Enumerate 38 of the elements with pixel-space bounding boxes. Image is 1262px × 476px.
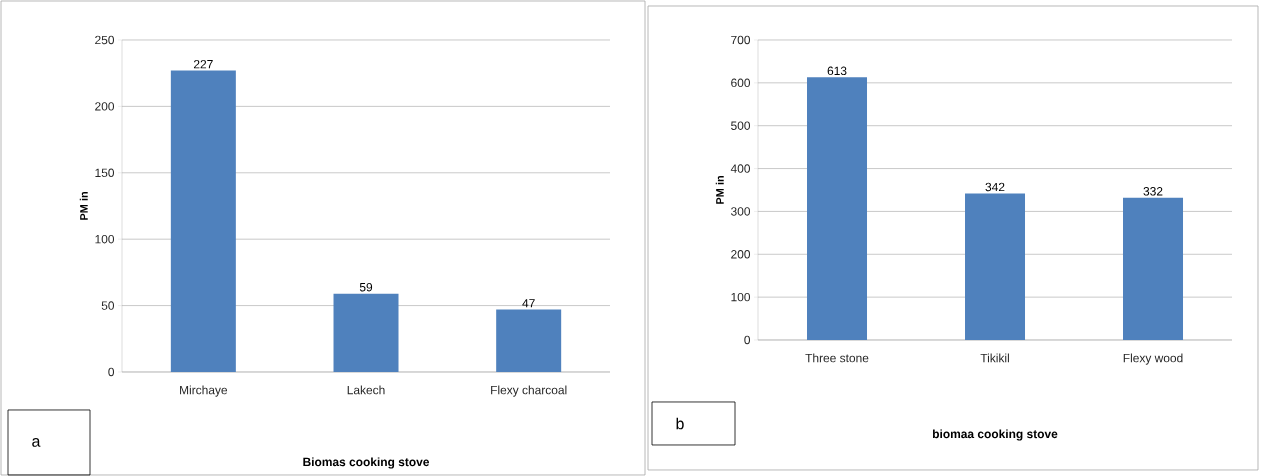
y-tick-label: 600 <box>731 78 751 88</box>
x-tick-label: Lakech <box>347 385 385 395</box>
x-tick-label: Tikikil <box>980 353 1009 363</box>
x-tick-label: Mirchaye <box>180 385 228 397</box>
y-tick-label: 300 <box>731 207 751 216</box>
x-tick-label: Three stone <box>805 353 869 363</box>
y-tick-label: 0 <box>108 367 115 377</box>
y-axis-title: PM in <box>79 192 88 220</box>
data-label: 342 <box>985 182 1005 192</box>
data-label: 332 <box>1143 187 1163 196</box>
x-axis-title: Biomas cooking stove <box>303 457 430 469</box>
y-tick-label: 400 <box>730 164 751 173</box>
y-tick-label: 700 <box>731 35 751 45</box>
x-tick-label: Flexy wood <box>1123 353 1183 365</box>
y-tick-label: 0 <box>744 335 751 345</box>
y-tick-label: 100 <box>731 292 751 302</box>
y-tick-label: 150 <box>95 168 115 178</box>
bar <box>496 309 562 372</box>
data-label: 59 <box>359 282 373 292</box>
x-axis-title: biomaa cooking stove <box>933 429 1058 441</box>
bar <box>170 70 236 372</box>
bar <box>965 193 1026 340</box>
y-axis-title: PM in <box>715 176 724 204</box>
x-tick-label: Flexy charcoal <box>491 385 567 397</box>
y-tick-label: 50 <box>101 301 115 310</box>
data-label: 47 <box>522 299 535 308</box>
bar <box>333 293 399 372</box>
text: b <box>676 417 684 430</box>
data-label: 613 <box>827 66 847 76</box>
y-tick-label: 200 <box>731 250 751 259</box>
y-tick-label: 200 <box>95 102 115 111</box>
bar <box>1123 197 1184 340</box>
y-tick-label: 100 <box>95 234 115 244</box>
y-tick-label: 500 <box>731 121 751 130</box>
bar <box>807 77 868 340</box>
y-tick-label: 250 <box>95 35 115 45</box>
text: a <box>32 438 41 447</box>
data-label: 227 <box>193 59 213 69</box>
